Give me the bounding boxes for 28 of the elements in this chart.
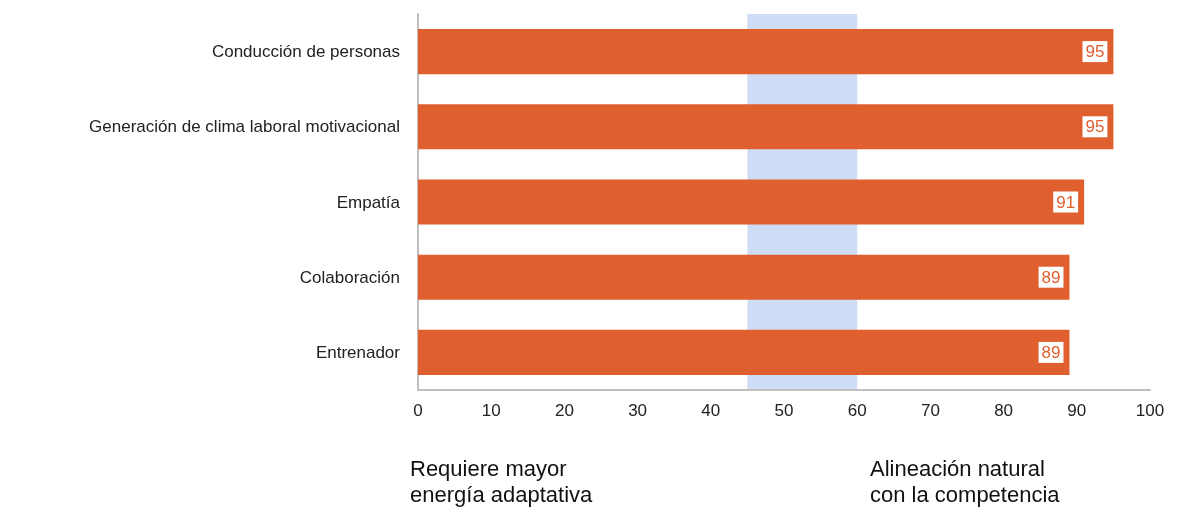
text: Alineación natural con la competencia — [870, 455, 1061, 507]
y-tick-label: Colaboración — [299, 267, 400, 287]
y-tick-label: Entrenador — [315, 342, 401, 362]
bar — [418, 254, 1070, 300]
data-label: 91 — [1056, 192, 1076, 212]
y-tick-label: Generación de clima laboral motivacional — [89, 117, 400, 137]
x-tick-label: 60 — [847, 401, 867, 420]
y-tick-label: Empatía — [336, 192, 401, 212]
x-tick-label: 70 — [920, 401, 940, 420]
data-label: 95 — [1085, 117, 1105, 137]
x-tick-label: 80 — [994, 401, 1014, 420]
data-label: 89 — [1041, 342, 1061, 362]
bar — [418, 179, 1085, 225]
data-label: 95 — [1085, 42, 1105, 62]
data-label: 89 — [1041, 267, 1061, 287]
x-tick-label: 10 — [481, 401, 501, 420]
x-tick-label: 0 — [413, 401, 423, 420]
x-tick-label: 50 — [774, 401, 794, 420]
x-tick-label: 90 — [1067, 401, 1087, 420]
text: Requiere mayor energía adaptativa — [410, 455, 594, 507]
bar — [418, 104, 1114, 150]
bar — [418, 29, 1114, 75]
x-tick-label: 100 — [1135, 401, 1165, 420]
bar — [418, 329, 1070, 375]
x-tick-label: 30 — [628, 401, 648, 420]
x-tick-label: 20 — [554, 401, 574, 420]
y-tick-label: Conducción de personas — [211, 42, 400, 62]
x-tick-label: 40 — [701, 401, 721, 420]
